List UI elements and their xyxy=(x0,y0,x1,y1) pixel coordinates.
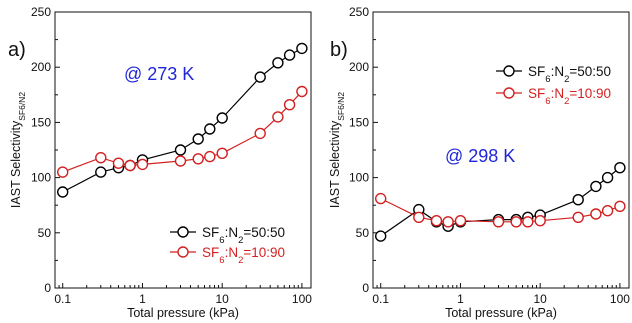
data-point xyxy=(601,204,614,217)
y-axis-label-subscript: SF6/N2 xyxy=(336,92,346,121)
y-tick-label: 50 xyxy=(38,226,52,240)
y-tick-label: 100 xyxy=(349,171,369,185)
data-point xyxy=(204,150,216,163)
data-point xyxy=(442,216,454,228)
data-point xyxy=(614,200,626,213)
x-tick-label: 10 xyxy=(534,292,548,306)
data-point xyxy=(413,211,425,224)
data-point xyxy=(174,155,187,167)
data-point xyxy=(192,153,204,165)
legend-marker-series-2 xyxy=(177,246,189,258)
data-point xyxy=(572,211,584,224)
data-point xyxy=(204,123,216,135)
data-point xyxy=(375,192,387,205)
legend-marker-series-2 xyxy=(503,87,515,99)
x-tick-label: 0.1 xyxy=(372,292,389,306)
data-point xyxy=(95,166,107,178)
x-tick-label: 100 xyxy=(292,292,312,306)
data-point xyxy=(510,216,522,228)
x-axis-label: Total pressure (kPa) xyxy=(445,306,557,320)
data-point xyxy=(95,151,107,164)
legend: SF6:N2=50:50 SF6:N2=10:90 xyxy=(496,64,611,107)
data-point xyxy=(296,85,308,98)
legend-label-series-2: SF6:N2=10:90 xyxy=(528,86,611,107)
axis-ticks: 0 50 100 150 200 250 0.1 1 10 100 xyxy=(349,5,630,306)
y-tick-label: 50 xyxy=(356,226,370,240)
x-tick-label: 1 xyxy=(139,292,146,306)
legend: SF6:N2=50:50 SF6:N2=10:90 xyxy=(170,225,285,266)
data-point xyxy=(192,133,204,145)
data-point xyxy=(590,180,602,193)
series-layer xyxy=(57,42,308,198)
data-point xyxy=(112,157,125,169)
data-point xyxy=(283,98,296,111)
data-point xyxy=(254,127,266,140)
x-tick-label: 1 xyxy=(457,292,464,306)
data-point xyxy=(272,111,284,123)
axis-ticks: 0 50 100 150 200 250 0.1 1 10 100 xyxy=(31,5,312,306)
y-tick-label: 150 xyxy=(31,115,51,129)
y-axis-label: IAST SelectivitySF6/N2 xyxy=(328,92,346,208)
data-point xyxy=(534,214,546,227)
legend-marker-series-1 xyxy=(503,65,515,77)
y-tick-label: 200 xyxy=(349,60,369,74)
y-axis-label-main: IAST Selectivity xyxy=(328,120,342,208)
data-point xyxy=(601,171,614,184)
legend-label-series-1: SF6:N2=50:50 xyxy=(528,64,611,85)
data-point xyxy=(430,214,443,227)
chart-panel-b: b) @ 298 K Total pressure (kPa) IAST Sel… xyxy=(328,5,630,320)
data-point xyxy=(296,42,308,55)
data-point xyxy=(522,216,534,228)
temperature-annotation: @ 298 K xyxy=(445,146,515,166)
panel-label: b) xyxy=(330,39,348,61)
data-point xyxy=(375,230,387,242)
series-layer xyxy=(375,161,626,242)
y-tick-label: 150 xyxy=(349,115,369,129)
data-point xyxy=(590,208,602,220)
data-point xyxy=(216,112,228,124)
data-point xyxy=(124,159,136,172)
temperature-annotation: @ 273 K xyxy=(124,64,194,84)
y-axis-label-main: IAST Selectivity xyxy=(9,120,23,208)
y-tick-label: 200 xyxy=(31,60,51,74)
legend-marker-series-1 xyxy=(177,226,189,238)
data-point xyxy=(272,57,284,69)
data-point xyxy=(57,166,69,178)
panel-label: a) xyxy=(8,39,26,61)
x-tick-label: 0.1 xyxy=(54,292,71,306)
x-tick-label: 10 xyxy=(216,292,230,306)
data-point xyxy=(216,147,228,160)
x-axis-label: Total pressure (kPa) xyxy=(127,306,239,320)
data-point xyxy=(492,216,505,228)
y-axis-label: IAST SelectivitySF6/N2 xyxy=(9,92,27,208)
data-point xyxy=(174,144,187,156)
data-point xyxy=(572,193,584,206)
legend-label-series-1: SF6:N2=50:50 xyxy=(202,225,285,246)
y-tick-label: 250 xyxy=(349,5,369,19)
y-tick-label: 0 xyxy=(44,281,51,295)
data-point xyxy=(57,186,69,198)
data-point xyxy=(283,49,296,61)
legend-label-series-2: SF6:N2=10:90 xyxy=(202,245,285,266)
y-axis-label-subscript: SF6/N2 xyxy=(17,92,27,121)
data-point xyxy=(254,71,266,83)
y-tick-label: 250 xyxy=(31,5,51,19)
chart-panel-a: a) @ 273 K Total pressure (kPa) IAST Sel… xyxy=(8,5,312,320)
x-tick-label: 100 xyxy=(610,292,630,306)
y-tick-label: 100 xyxy=(31,171,51,185)
y-tick-label: 0 xyxy=(362,281,369,295)
data-point xyxy=(454,214,467,227)
data-point xyxy=(614,161,626,174)
data-point xyxy=(136,158,149,171)
